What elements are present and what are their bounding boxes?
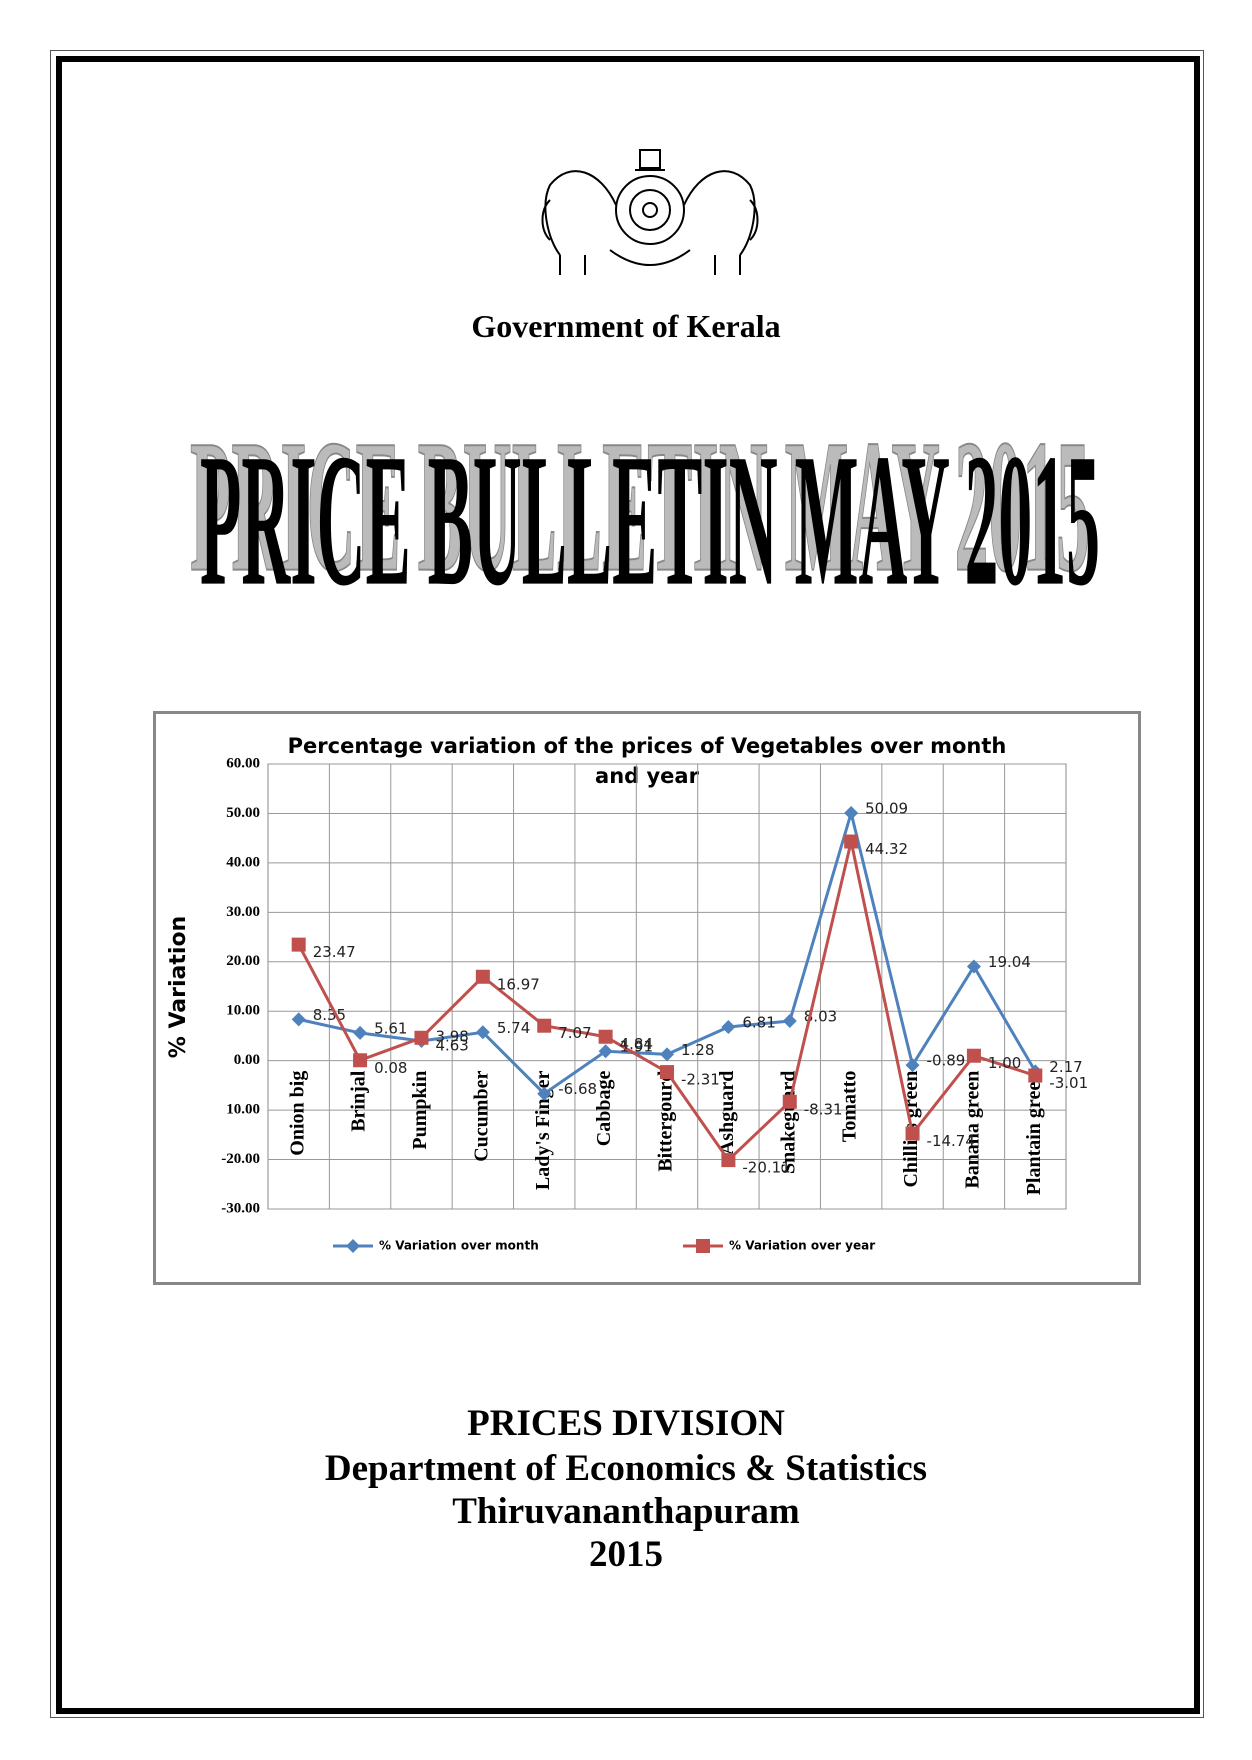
data-label: 23.47 bbox=[313, 943, 356, 961]
x-tick-label: Cucumber bbox=[470, 1071, 492, 1162]
data-point bbox=[782, 1094, 797, 1109]
data-point bbox=[782, 1013, 797, 1028]
data-label: -20.11 bbox=[742, 1159, 790, 1177]
x-tick-label: Lady's Finger bbox=[532, 1071, 554, 1191]
x-tick-label: Banana green bbox=[962, 1071, 984, 1189]
data-point bbox=[905, 1126, 920, 1141]
data-label: 16.97 bbox=[497, 975, 540, 993]
data-label: 4.84 bbox=[620, 1035, 653, 1053]
x-tick-label: Tomatto bbox=[839, 1071, 861, 1142]
page-border bbox=[56, 56, 1200, 1714]
x-tick-label: Pumpkin bbox=[409, 1071, 431, 1150]
department: Department of Economics & Statistics bbox=[324, 1448, 928, 1489]
data-label: -8.31 bbox=[804, 1100, 843, 1118]
data-label: -6.68 bbox=[558, 1080, 597, 1098]
data-point bbox=[353, 1025, 368, 1040]
y-tick-label: 50.00 bbox=[226, 805, 260, 821]
title-banner: PRICE BULLETIN MAY 2015 PRICE BULLETIN M… bbox=[189, 420, 1100, 626]
data-label: -0.89 bbox=[927, 1052, 966, 1070]
data-point bbox=[537, 1018, 552, 1033]
data-label: 2.17 bbox=[1049, 1058, 1082, 1076]
data-label: 44.32 bbox=[865, 840, 908, 858]
data-label: 19.04 bbox=[988, 953, 1031, 971]
emblem bbox=[541, 149, 759, 275]
data-point bbox=[696, 1239, 710, 1253]
data-point bbox=[660, 1047, 674, 1062]
y-tick-label: 0.00 bbox=[234, 1052, 260, 1068]
x-tick-label: Bittergourd bbox=[655, 1071, 677, 1172]
data-label: 0.08 bbox=[374, 1059, 407, 1077]
data-label: 1.28 bbox=[681, 1041, 714, 1059]
y-tick-label: 60.00 bbox=[226, 755, 260, 771]
y-tick-label: 20.00 bbox=[226, 953, 260, 969]
data-point bbox=[844, 805, 859, 820]
x-tick-label: Plantain green bbox=[1023, 1071, 1045, 1196]
data-point bbox=[721, 1019, 736, 1034]
data-label: 7.07 bbox=[558, 1024, 591, 1042]
data-point bbox=[475, 1025, 490, 1040]
y-axis-label: % Variation bbox=[166, 916, 191, 1058]
city: Thiruvananthapuram bbox=[452, 1491, 800, 1532]
year: 2015 bbox=[589, 1534, 663, 1575]
data-label: -3.01 bbox=[1049, 1074, 1088, 1092]
legend-label: % Variation over year bbox=[729, 1239, 875, 1253]
data-point bbox=[353, 1053, 368, 1068]
data-label: 3.98 bbox=[435, 1027, 468, 1045]
y-tick-label: 30.00 bbox=[226, 904, 260, 920]
chart-frame bbox=[153, 711, 1141, 1285]
y-tick-label: -30.00 bbox=[221, 1200, 260, 1216]
data-point bbox=[598, 1029, 613, 1044]
data-point bbox=[1028, 1068, 1043, 1083]
data-label: 4.63 bbox=[435, 1036, 468, 1054]
data-point bbox=[291, 1012, 306, 1027]
chart-title: Percentage variation of the prices of Ve… bbox=[288, 734, 1007, 788]
title-shadow: PRICE BULLETIN MAY 2015 bbox=[190, 420, 1090, 612]
y-tick-label: 40.00 bbox=[226, 854, 260, 870]
data-point bbox=[537, 1086, 552, 1101]
legend-label: % Variation over month bbox=[379, 1239, 539, 1253]
organisation: Government of Kerala bbox=[471, 308, 781, 344]
data-point bbox=[966, 959, 981, 974]
division: PRICES DIVISION bbox=[467, 1403, 785, 1444]
y-tick-label: 10.00 bbox=[226, 1003, 260, 1019]
data-point bbox=[721, 1153, 736, 1168]
y-tick-label: 10.00 bbox=[226, 1102, 260, 1118]
data-point bbox=[346, 1239, 360, 1253]
data-point bbox=[475, 969, 490, 984]
chart: Percentage variation of the prices of Ve… bbox=[153, 711, 1141, 1285]
x-tick-label: Onion big bbox=[286, 1071, 308, 1156]
x-tick-label: Ashguard bbox=[716, 1071, 738, 1155]
data-point bbox=[414, 1030, 429, 1045]
data-label: 1.00 bbox=[988, 1054, 1021, 1072]
data-point bbox=[905, 1058, 920, 1073]
data-point bbox=[660, 1065, 674, 1080]
data-label: 50.09 bbox=[865, 799, 908, 817]
data-point bbox=[966, 1048, 981, 1063]
page-border bbox=[50, 50, 1204, 1718]
data-point bbox=[598, 1044, 613, 1059]
data-label: 8.35 bbox=[313, 1006, 346, 1024]
x-tick-label: Cabbage bbox=[593, 1071, 615, 1147]
document-title: PRICE BULLETIN MAY 2015 bbox=[200, 420, 1100, 626]
data-label: -2.31 bbox=[681, 1071, 720, 1089]
data-point bbox=[844, 834, 859, 849]
data-label: 6.81 bbox=[742, 1013, 775, 1031]
y-tick-label: -20.00 bbox=[221, 1151, 260, 1167]
data-label: 5.74 bbox=[497, 1019, 530, 1037]
data-label: -14.74 bbox=[927, 1132, 975, 1150]
x-tick-label: Brinjal bbox=[348, 1070, 370, 1132]
data-point bbox=[291, 937, 306, 952]
data-label: 5.61 bbox=[374, 1019, 407, 1037]
